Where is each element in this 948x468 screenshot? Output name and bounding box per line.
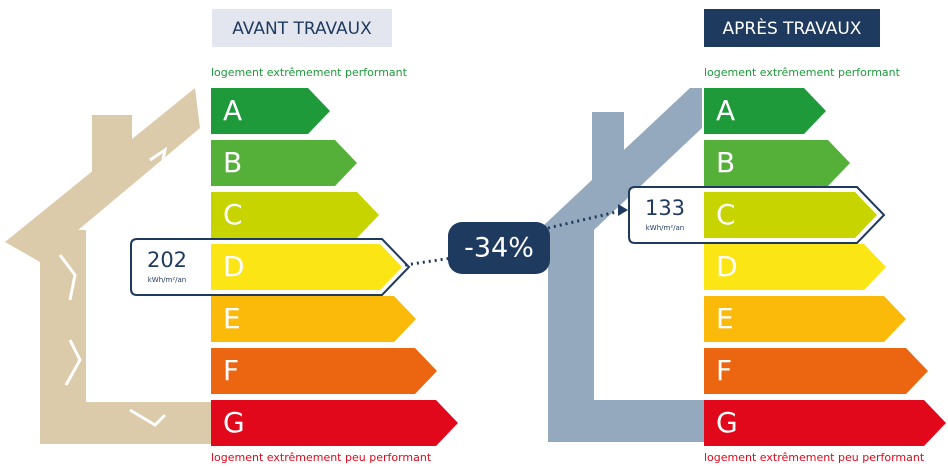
infographic: AVANT TRAVAUX logement extrêmement perfor… <box>0 0 948 468</box>
value-unit: kWh/m²/an <box>646 224 684 232</box>
energy-class: B <box>716 146 735 179</box>
panel-title: APRÈS TRAVAUX <box>723 17 862 39</box>
energy-class: C <box>716 198 736 231</box>
top-label: logement extrêmement performant <box>211 66 408 79</box>
energy-class: E <box>223 302 241 335</box>
energy-class: F <box>716 354 732 387</box>
energy-class: A <box>223 94 242 127</box>
energy-class: D <box>223 250 245 283</box>
energy-class: F <box>223 354 239 387</box>
energy-bar <box>211 400 458 446</box>
energy-class: G <box>716 406 738 439</box>
house-after <box>528 88 708 442</box>
energy-bar <box>211 296 416 342</box>
bottom-label: logement extrêmement peu performant <box>211 451 432 464</box>
energy-class: C <box>223 198 243 231</box>
value: 202 <box>147 248 187 272</box>
energy-bar <box>704 348 928 394</box>
energy-class: E <box>716 302 734 335</box>
energy-bar <box>704 400 946 446</box>
top-label: logement extrêmement performant <box>704 66 901 79</box>
badge-text: -34% <box>464 233 534 264</box>
energy-bar <box>211 348 437 394</box>
arrow-head <box>618 204 628 216</box>
energy-bar <box>704 296 906 342</box>
energy-class: D <box>716 250 738 283</box>
reduction-badge: -34% <box>448 222 550 274</box>
energy-class: B <box>223 146 242 179</box>
panel-title: AVANT TRAVAUX <box>232 19 372 39</box>
value: 133 <box>645 196 685 220</box>
value-unit: kWh/m²/an <box>148 276 186 284</box>
bottom-label: logement extrêmement peu performant <box>704 451 925 464</box>
energy-class: G <box>223 406 245 439</box>
energy-class: A <box>716 94 735 127</box>
